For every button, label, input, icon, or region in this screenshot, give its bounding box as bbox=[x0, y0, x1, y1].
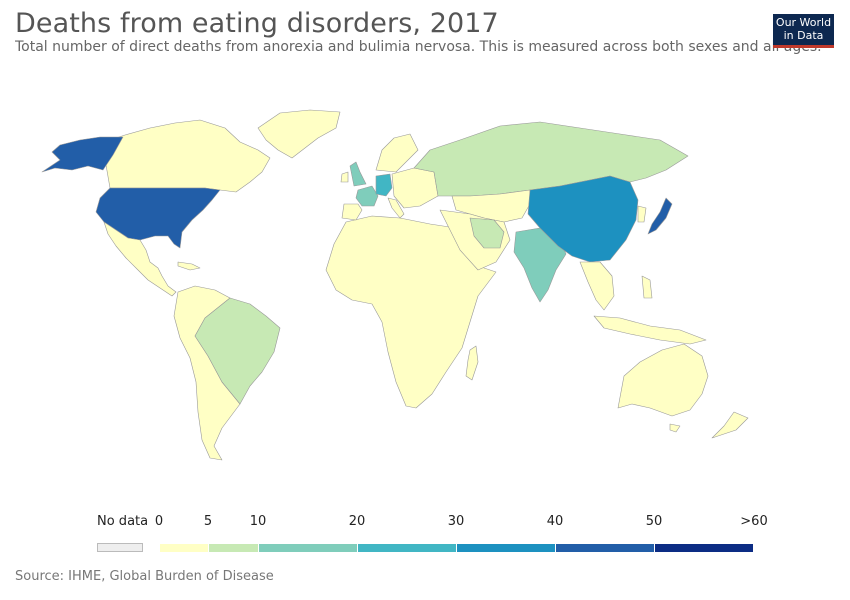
region-greenland[interactable] bbox=[257, 109, 341, 159]
legend-tick-5: 5 bbox=[203, 514, 213, 529]
region-scandinavia[interactable] bbox=[375, 133, 419, 173]
region-canada[interactable] bbox=[105, 119, 271, 193]
owid-logo[interactable]: Our World in Data bbox=[773, 14, 834, 48]
region-eastern-europe[interactable] bbox=[391, 167, 439, 209]
region-germany[interactable] bbox=[375, 173, 393, 197]
region-russia[interactable] bbox=[413, 121, 689, 197]
region-australia[interactable] bbox=[617, 343, 709, 417]
chart-title: Deaths from eating disorders, 2017 bbox=[15, 8, 499, 39]
region-italy[interactable] bbox=[387, 197, 405, 219]
region-uk[interactable] bbox=[349, 161, 367, 187]
legend-nodata-label: No data bbox=[97, 514, 149, 529]
legend-bin-0-5 bbox=[159, 543, 209, 553]
legend-tick-20: 20 bbox=[348, 514, 366, 529]
region-madagascar[interactable] bbox=[465, 345, 479, 381]
logo-line-2: in Data bbox=[783, 29, 824, 42]
region-brazil[interactable] bbox=[194, 297, 281, 405]
region-alaska[interactable] bbox=[41, 136, 124, 173]
source-note: Source: IHME, Global Burden of Disease bbox=[15, 569, 274, 584]
region-ireland[interactable] bbox=[340, 171, 349, 183]
region-korea[interactable] bbox=[637, 205, 647, 223]
legend-bin-20-30 bbox=[357, 543, 457, 553]
region-japan[interactable] bbox=[647, 197, 673, 235]
legend-bin-5-10 bbox=[208, 543, 259, 553]
chart-subtitle: Total number of direct deaths from anore… bbox=[15, 39, 822, 55]
region-mexico[interactable] bbox=[103, 221, 177, 297]
region-southeast-asia[interactable] bbox=[579, 261, 615, 311]
region-iran[interactable] bbox=[469, 217, 505, 249]
legend-tick-30: 30 bbox=[447, 514, 465, 529]
logo-line-1: Our World bbox=[775, 16, 832, 29]
legend-bin-10-20 bbox=[258, 543, 358, 553]
region-philippines[interactable] bbox=[641, 275, 653, 299]
legend-bin-40-50 bbox=[555, 543, 655, 553]
region-china[interactable] bbox=[527, 175, 639, 263]
region-iberia[interactable] bbox=[341, 203, 363, 221]
legend-bin-30-40 bbox=[456, 543, 556, 553]
legend-tick-40: 40 bbox=[546, 514, 564, 529]
region-central-asia[interactable] bbox=[451, 189, 531, 223]
legend-nodata-swatch bbox=[97, 543, 143, 552]
legend-bin-50-60 bbox=[654, 543, 754, 553]
region-tasmania[interactable] bbox=[669, 423, 681, 433]
region-new-zealand[interactable] bbox=[711, 411, 749, 439]
legend-tick-10: 10 bbox=[249, 514, 267, 529]
region-indonesia[interactable] bbox=[593, 315, 707, 345]
legend-tick-50: 50 bbox=[645, 514, 663, 529]
region-france[interactable] bbox=[355, 185, 379, 207]
legend-tick-60: >60 bbox=[740, 514, 768, 529]
world-map bbox=[41, 109, 749, 461]
region-caribbean[interactable] bbox=[177, 261, 201, 271]
legend-tick-0: 0 bbox=[154, 514, 164, 529]
